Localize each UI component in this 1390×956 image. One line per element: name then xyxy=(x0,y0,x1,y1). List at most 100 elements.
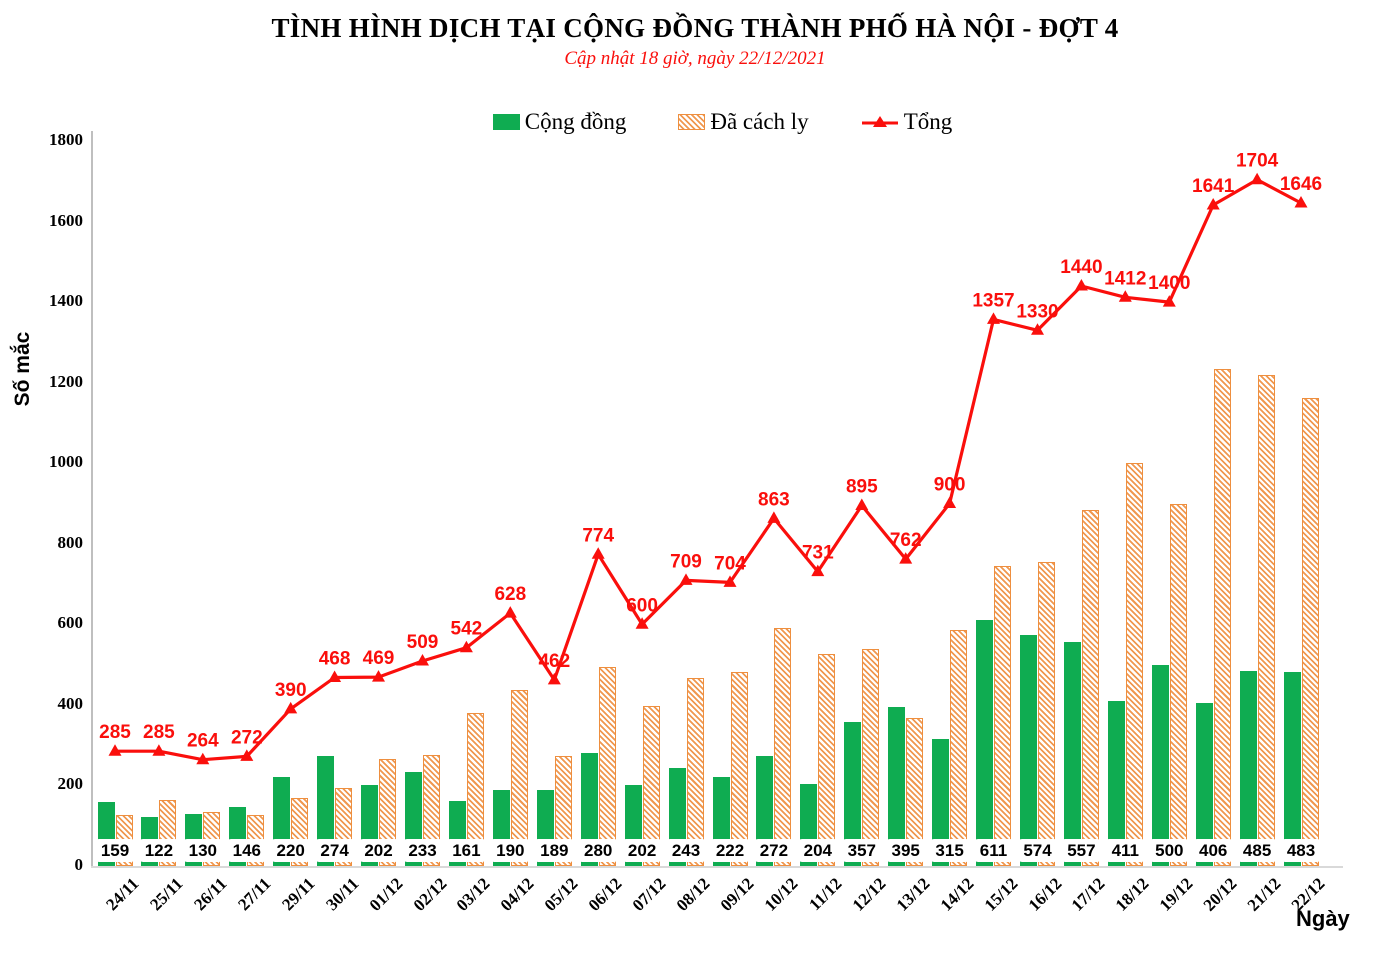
total-marker-icon xyxy=(1250,172,1264,185)
y-tick-label: 400 xyxy=(57,693,84,713)
total-value-label: 1641 xyxy=(1192,176,1235,197)
community-value-box: 130 xyxy=(181,839,224,862)
bar-quarantine xyxy=(818,653,836,866)
total-marker-icon xyxy=(1206,198,1220,210)
total-value-label: 709 xyxy=(670,551,702,572)
community-value-box: 406 xyxy=(1192,839,1235,862)
total-line-layer: 285 285 264 272 390 468 469 509 542 628 462 774 600 7… xyxy=(99,151,1322,765)
total-marker-icon xyxy=(503,606,517,618)
bar-quarantine xyxy=(686,678,704,866)
community-value-box: 161 xyxy=(445,839,488,862)
x-axis-line xyxy=(91,866,1343,868)
bar-community xyxy=(888,706,906,866)
bar-community xyxy=(844,722,862,866)
total-value-label: 469 xyxy=(363,648,395,669)
total-value-label: 895 xyxy=(846,477,878,498)
total-value-label: 468 xyxy=(319,649,351,670)
total-value-label: 285 xyxy=(99,722,131,743)
total-line xyxy=(115,178,1302,762)
total-value-label: 462 xyxy=(538,651,570,672)
bar-quarantine xyxy=(1081,510,1099,866)
y-tick-label: 1200 xyxy=(49,371,83,391)
quarantine-swatch-icon xyxy=(678,114,706,130)
total-value-label: 285 xyxy=(143,722,175,743)
community-value-box: 315 xyxy=(928,839,971,862)
bar-community xyxy=(932,739,950,866)
bar-community xyxy=(1283,671,1301,866)
bar-community xyxy=(1020,634,1037,866)
total-value-label: 628 xyxy=(494,584,526,605)
community-value-box: 483 xyxy=(1280,839,1322,862)
community-value-box: 411 xyxy=(1104,839,1147,862)
total-marker-icon xyxy=(1162,295,1176,307)
bar-community xyxy=(976,619,993,866)
total-marker-icon xyxy=(284,701,298,714)
community-value-box: 220 xyxy=(269,839,312,862)
total-value-label: 542 xyxy=(451,619,483,640)
total-value-label: 1704 xyxy=(1236,151,1279,172)
y-tick-label: 800 xyxy=(57,532,84,552)
total-value-label: 1330 xyxy=(1016,301,1058,322)
bar-quarantine xyxy=(554,756,572,866)
total-marker-icon xyxy=(372,670,385,682)
community-swatch-icon xyxy=(492,114,520,130)
total-marker-icon xyxy=(635,617,649,629)
community-value-box: 280 xyxy=(577,839,620,862)
total-marker-icon xyxy=(459,640,473,653)
bar-community xyxy=(580,753,598,866)
legend-label-quarantine: Đã cách ly xyxy=(710,109,809,134)
total-marker-icon xyxy=(899,552,913,564)
bar-quarantine xyxy=(1125,462,1143,866)
bar-quarantine xyxy=(423,754,440,866)
total-value-label: 762 xyxy=(890,530,922,551)
total-value-label: 264 xyxy=(187,731,219,752)
y-tick-label: 1600 xyxy=(49,210,83,230)
bar-community xyxy=(1239,670,1257,866)
total-marker-icon xyxy=(767,511,781,523)
bar-community xyxy=(1151,664,1169,866)
y-tick-label: 1800 xyxy=(49,130,83,149)
community-value-box: 500 xyxy=(1148,839,1191,862)
total-marker-icon xyxy=(855,498,869,510)
total-value-label: 600 xyxy=(626,595,658,616)
bar-community xyxy=(1195,702,1213,866)
legend-item-community: Cộng đồng xyxy=(492,109,627,135)
total-marker-icon xyxy=(679,573,693,585)
total-value-label: 1412 xyxy=(1104,268,1146,289)
bar-quarantine xyxy=(510,689,528,866)
legend-label-total: Tổng xyxy=(903,109,953,134)
legend-label-community: Cộng đồng xyxy=(524,109,627,134)
total-marker-icon xyxy=(152,744,166,756)
total-value-label: 731 xyxy=(802,543,834,564)
community-value-box: 202 xyxy=(621,839,664,862)
community-value-box: 159 xyxy=(94,839,136,862)
total-marker-icon xyxy=(547,672,561,685)
bar-quarantine xyxy=(1038,561,1055,866)
community-value-box: 274 xyxy=(313,839,356,862)
community-value-box: 611 xyxy=(972,839,1015,862)
community-value-box: 272 xyxy=(752,839,795,862)
y-tick-label: 600 xyxy=(57,613,84,633)
community-value-box: 190 xyxy=(489,839,532,862)
total-marker-icon xyxy=(328,670,342,682)
total-marker-icon xyxy=(108,744,122,756)
total-value-label: 774 xyxy=(582,525,614,546)
bar-quarantine xyxy=(994,565,1011,866)
total-value-label: 1357 xyxy=(972,290,1014,311)
community-value-box: 243 xyxy=(665,839,707,862)
y-axis-title: Số mắc xyxy=(11,331,34,407)
total-marker-icon xyxy=(416,654,429,666)
y-tick-label: 1000 xyxy=(49,452,83,472)
bar-quarantine xyxy=(1213,368,1231,866)
plot-area: 0 200 400 600 800 1000 1200 1400 1600 1800 159 24/1… xyxy=(49,130,1343,915)
bar-quarantine xyxy=(906,718,924,866)
community-value-box: 204 xyxy=(796,839,839,862)
total-marker-icon xyxy=(943,496,957,508)
y-tick-label: 0 xyxy=(74,855,84,874)
legend-item-quarantine: Đã cách ly xyxy=(678,109,809,135)
chart-title: TÌNH HÌNH DỊCH TẠI CỘNG ĐỒNG THÀNH PHỐ H… xyxy=(271,13,1119,43)
total-marker-icon xyxy=(1074,279,1088,291)
community-value-box: 233 xyxy=(401,839,444,862)
community-value-box: 222 xyxy=(709,839,751,862)
total-line-marker-icon xyxy=(861,114,899,130)
